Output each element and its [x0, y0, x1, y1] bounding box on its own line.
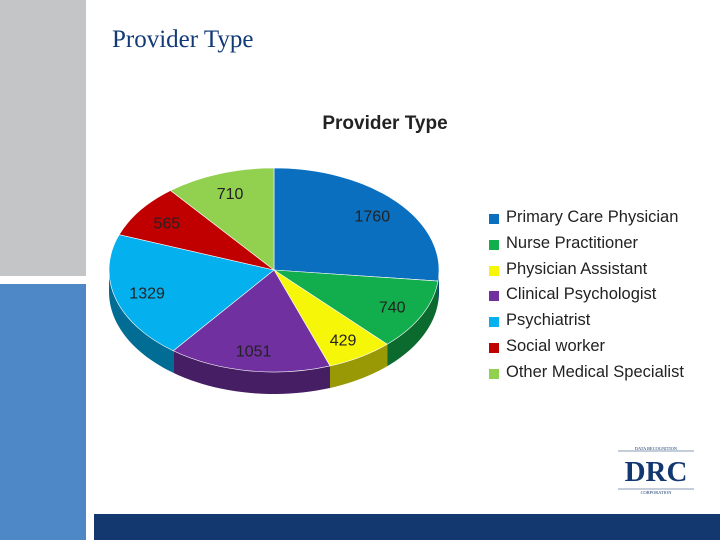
drc-logo: DATA RECOGNITION DRC CORPORATION: [618, 446, 694, 495]
pie-slice-primary-care-physician: [273, 167, 440, 282]
pie-slice-social-worker: [118, 190, 275, 271]
pie-slice-nurse-practitioner: [272, 269, 439, 345]
legend-label: Nurse Practitioner: [506, 233, 639, 252]
legend-label: Clinical Psychologist: [506, 285, 657, 304]
legend-swatch: [489, 342, 499, 353]
footer-bar: [94, 514, 720, 540]
logo-main-text: DRC: [625, 456, 688, 488]
slide-title: Provider Type: [112, 26, 254, 53]
pie-slice-clinical-psychologist: [172, 269, 331, 373]
legend-label: Social worker: [506, 336, 606, 355]
legend-label: Primary Care Physician: [506, 208, 679, 226]
data-label-primary-care-physician: 1760: [355, 209, 391, 226]
legend-swatch: [489, 214, 499, 224]
legend-swatch: [489, 291, 499, 302]
legend-swatch: [489, 239, 499, 250]
data-label-physician-assistant: 429: [330, 333, 357, 350]
legend-swatch: [489, 265, 499, 276]
pie-chart: Provider Type 1760 740 429 1051 1329 565 710: [108, 113, 448, 394]
legend-swatch: [489, 368, 499, 379]
pie-slice-side-psychiatrist: [109, 270, 174, 373]
pie-slice-side-clinical-psychologist: [173, 350, 331, 394]
logo-bottom-text: CORPORATION: [641, 490, 673, 495]
legend-label: Psychiatrist: [506, 311, 591, 330]
data-label-other-medical-specialist: 710: [217, 186, 244, 203]
chart-title: Provider Type: [322, 113, 447, 134]
legend-label: Other Medical Specialist: [506, 362, 684, 381]
data-label-psychiatrist: 1329: [129, 286, 165, 303]
data-label-nurse-practitioner: 740: [379, 299, 406, 316]
logo-top-text: DATA RECOGNITION: [635, 446, 678, 451]
legend-swatch: [489, 317, 499, 328]
data-label-clinical-psychologist: 1051: [236, 344, 272, 361]
sidebar-top-panel: [0, 0, 86, 276]
pie-slice-side-physician-assistant: [330, 344, 388, 388]
pie-slice-side-nurse-practitioner: [387, 281, 439, 367]
pie-slice-psychiatrist: [108, 234, 275, 352]
legend-label: Physician Assistant: [506, 259, 648, 278]
pie-slice-other-medical-specialist: [169, 167, 275, 271]
sidebar-bottom-panel: [0, 284, 86, 540]
data-label-social-worker: 565: [153, 215, 180, 232]
